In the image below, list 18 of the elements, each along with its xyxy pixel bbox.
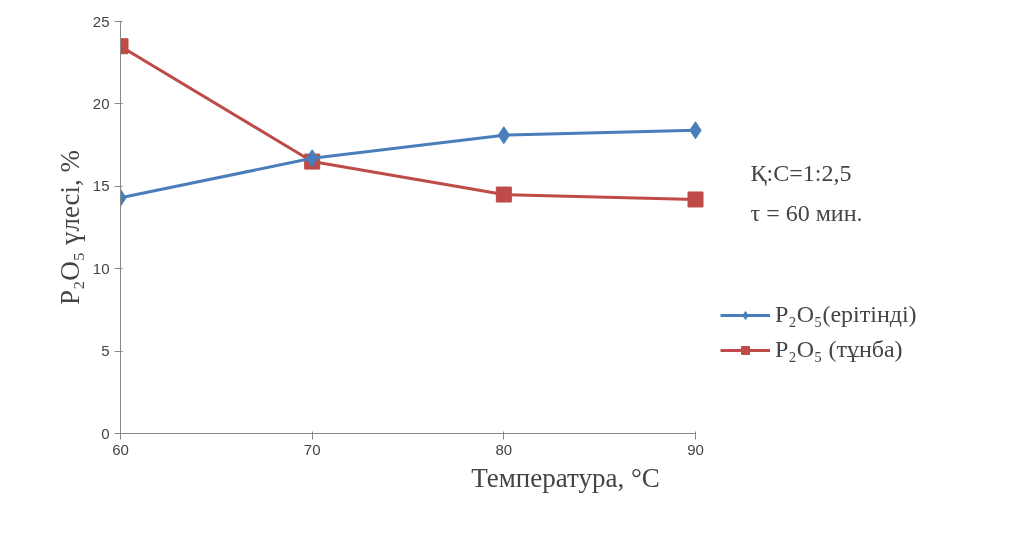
x-tick-label: 90	[687, 440, 704, 458]
x-tick-label: 60	[112, 440, 129, 458]
point	[495, 186, 512, 203]
y-tick-label: 20	[92, 94, 110, 112]
text: Қ:С=1:2,5	[750, 159, 852, 186]
x-tick-label: 80	[495, 440, 513, 458]
x-tick-label: 70	[303, 440, 321, 458]
legend-label: P₂O₅(ерітінді)	[775, 301, 917, 328]
text: τ = 60 мин.	[750, 199, 863, 226]
y-tick-label: 25	[92, 12, 110, 30]
x-axis-title: Температура, °C	[471, 462, 660, 493]
y-tick-label: 0	[101, 424, 110, 442]
y-axis-title: P₂O₅ үлесі, %	[54, 149, 85, 306]
y-tick-label: 5	[101, 342, 110, 360]
legend-label: P₂O₅ (тұнба)	[775, 336, 903, 363]
y-tick-label: 10	[92, 259, 110, 277]
y-tick-label: 15	[92, 177, 110, 195]
point	[687, 191, 704, 208]
